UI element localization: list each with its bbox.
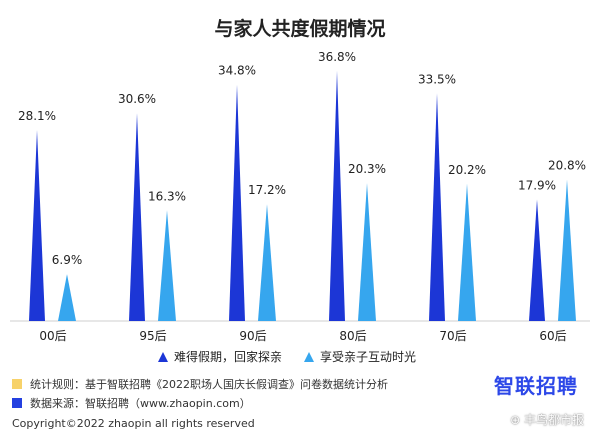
- bar-series2-4: [458, 183, 476, 321]
- data-label-series2-4: 20.2%: [448, 163, 486, 177]
- data-label-series2-5: 20.8%: [548, 159, 586, 173]
- bar-series2-3: [358, 183, 376, 321]
- zhaopin-logo: 智联招聘: [494, 374, 578, 398]
- watermark: ⊕ 丰鸟都市报: [510, 413, 584, 427]
- x-tick-label-3: 80后: [339, 329, 366, 343]
- note-stat-rule: 统计规则：基于智联招聘《2022职场人国庆长假调查》问卷数据统计分析: [12, 376, 388, 392]
- bar-series2-5: [558, 179, 576, 321]
- footer: 统计规则：基于智联招聘《2022职场人国庆长假调查》问卷数据统计分析 数据来源：…: [0, 370, 600, 441]
- bar-series2-0: [58, 274, 76, 321]
- x-tick-label-4: 70后: [439, 329, 466, 343]
- data-label-series2-0: 6.9%: [52, 253, 83, 267]
- data-label-series2-1: 16.3%: [148, 189, 186, 203]
- data-label-series1-3: 36.8%: [318, 50, 356, 64]
- legend-label-visit-family: 难得假期，回家探亲: [174, 350, 283, 364]
- bar-series2-2: [258, 204, 276, 321]
- note-marker-yellow: [12, 379, 22, 389]
- bar-series1-1: [129, 113, 145, 321]
- bar-series1-5: [529, 199, 545, 321]
- note-stat-rule-text: 统计规则：基于智联招聘《2022职场人国庆长假调查》问卷数据统计分析: [30, 378, 388, 391]
- legend-triangle-dark-icon: [158, 351, 168, 362]
- legend-label-parent-child: 享受亲子互动时光: [320, 350, 417, 364]
- data-label-series1-4: 33.5%: [418, 72, 456, 86]
- data-label-series2-3: 20.3%: [348, 162, 386, 176]
- chart-plot: 28.1% 6.9% 00后 30.6% 16.3% 95后 34.8% 17.2% 90后 36…: [10, 50, 590, 343]
- copyright-text: Copyright©2022 zhaopin all rights reserv…: [12, 417, 255, 430]
- chart-title: 与家人共度假期情况: [214, 18, 386, 40]
- bar-series2-1: [158, 210, 176, 321]
- data-label-series1-2: 34.8%: [218, 64, 256, 78]
- x-tick-label-0: 00后: [39, 329, 66, 343]
- note-data-source-text: 数据来源：智联招聘（www.zhaopin.com）: [30, 397, 251, 410]
- bar-series1-2: [229, 84, 245, 321]
- data-label-series2-2: 17.2%: [248, 183, 286, 197]
- legend-triangle-light-icon: [304, 351, 315, 362]
- chart-legend: 难得假期，回家探亲 享受亲子互动时光: [158, 348, 416, 365]
- note-data-source: 数据来源：智联招聘（www.zhaopin.com）: [12, 395, 251, 411]
- x-tick-label-5: 60后: [539, 329, 566, 343]
- data-label-series1-5: 17.9%: [518, 178, 556, 192]
- bar-series1-4: [429, 93, 445, 321]
- data-label-series1-1: 30.6%: [118, 92, 156, 106]
- bar-series1-3: [329, 71, 345, 321]
- data-label-series1-0: 28.1%: [18, 109, 56, 123]
- x-tick-label-1: 95后: [139, 329, 166, 343]
- legend-entry-visit-family: 难得假期，回家探亲: [158, 348, 282, 365]
- bar-series1-0: [29, 130, 45, 321]
- note-marker-blue: [12, 398, 22, 408]
- x-tick-label-2: 90后: [239, 329, 266, 343]
- legend-entry-parent-child: 享受亲子互动时光: [304, 348, 416, 365]
